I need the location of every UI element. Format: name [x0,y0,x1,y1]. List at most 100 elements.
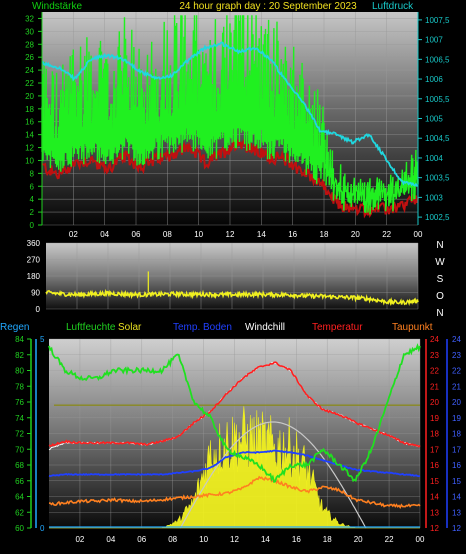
series-line-windrichtung [45,288,419,307]
legend-luftfeuchte: Luftfeuchte [66,322,116,333]
humidity-tick-label: 70 [15,445,24,454]
temperature-tick-label: 24 [430,335,439,344]
legend-temperatur: Temperatur [312,322,363,333]
temperature-tick-label: 22 [430,367,439,376]
soil-temp-tick-label: 23 [452,351,461,360]
x-tick-label: 06 [132,230,141,239]
x-tick-label: 12 [226,230,235,239]
x-tick-label: 00 [416,535,425,544]
direction-tick-label: 360 [27,239,41,248]
x-tick-label: 22 [382,230,391,239]
wind-tick-label: 26 [25,53,34,62]
temperature-tick-label: 23 [430,351,439,360]
legend-taupunkt: Taupunkt [392,322,433,333]
soil-temp-tick-label: 17 [452,445,461,454]
wind-tick-label: 10 [25,156,34,165]
wind-tick-label: 20 [25,92,34,101]
wind-tick-label: 0 [30,221,35,230]
wind-tick-label: 32 [25,14,34,23]
soil-temp-tick-label: 24 [452,335,461,344]
wind-tick-label: 12 [25,144,34,153]
legend-regen: Regen [0,322,29,333]
compass-label: N [436,308,443,319]
pressure-tick-label: 1005,5 [425,95,450,104]
series-line-windstaerke [41,15,419,215]
pressure-tick-label: 1002,5 [425,213,450,222]
wind-tick-label: 4 [30,195,35,204]
series-line-luftdruck [41,41,419,188]
chart-title: 24 hour graph day : 20 September 2023 [179,1,357,12]
temperature-tick-label: 14 [430,493,439,502]
temperature-tick-label: 16 [430,461,439,470]
soil-temp-tick-label: 21 [452,382,461,391]
humidity-tick-label: 64 [15,493,24,502]
temperature-tick-label: 20 [430,398,439,407]
humidity-tick-label: 76 [15,398,24,407]
pressure-tick-label: 1004,5 [425,134,450,143]
wind-tick-label: 6 [30,182,35,191]
soil-temp-tick-label: 18 [452,430,461,439]
pressure-tick-label: 1006,5 [425,55,450,64]
soil-temp-tick-label: 15 [452,477,461,486]
soil-temp-tick-label: 19 [452,414,461,423]
legend-windchill: Windchill [245,322,285,333]
temperature-tick-label: 13 [430,508,439,517]
temperature-tick-label: 18 [430,430,439,439]
x-tick-label: 02 [75,535,84,544]
climate-series [48,343,421,529]
x-tick-label: 12 [230,535,239,544]
wind-axis-title: Windstärke [32,1,82,12]
compass-label: O [436,291,444,302]
x-tick-label: 14 [261,535,270,544]
wind-pressure-series [41,15,419,219]
series-line-taupunkt [48,475,421,510]
temperature-tick-label: 15 [430,477,439,486]
wind-tick-label: 2 [30,208,35,217]
humidity-tick-label: 78 [15,382,24,391]
legend-temp-boden: Temp. Boden [173,322,232,333]
humidity-tick-label: 74 [15,414,24,423]
x-tick-label: 10 [194,230,203,239]
humidity-tick-label: 82 [15,351,24,360]
wind-pressure-axes: 024681012141618202224262830321002,510031… [25,12,450,239]
regen-tick-label: 5 [40,335,45,344]
soil-temp-tick-label: 12 [452,524,461,533]
wind-direction-series [45,271,419,307]
pressure-tick-label: 1004 [425,154,443,163]
climate-grid [49,338,421,529]
pressure-tick-label: 1003 [425,193,443,202]
x-tick-label: 16 [288,230,297,239]
x-tick-label: 08 [168,535,177,544]
wind-tick-label: 22 [25,79,34,88]
x-tick-label: 14 [257,230,266,239]
soil-temp-tick-label: 22 [452,367,461,376]
x-tick-label: 06 [137,535,146,544]
x-tick-label: 18 [320,230,329,239]
compass-label: S [437,274,444,285]
direction-tick-label: 270 [27,256,41,265]
humidity-tick-label: 84 [15,335,24,344]
humidity-tick-label: 60 [15,524,24,533]
series-line-luftfeuchte [48,343,421,483]
x-tick-label: 08 [163,230,172,239]
wind-tick-label: 28 [25,40,34,49]
legend-solar: Solar [118,322,142,333]
pressure-tick-label: 1006 [425,75,443,84]
temperature-tick-label: 17 [430,445,439,454]
humidity-tick-label: 66 [15,477,24,486]
soil-temp-tick-label: 20 [452,398,461,407]
series-line-wind-base [41,138,419,219]
x-tick-label: 20 [354,535,363,544]
pressure-tick-label: 1003,5 [425,174,450,183]
pressure-tick-label: 1005 [425,115,443,124]
x-tick-label: 02 [69,230,78,239]
pressure-axis-title: Luftdruck [372,1,414,12]
series-line-solar-max [179,421,367,529]
wind-tick-label: 18 [25,105,34,114]
x-tick-label: 04 [106,535,115,544]
temperature-tick-label: 21 [430,382,439,391]
soil-temp-tick-label: 14 [452,493,461,502]
humidity-tick-label: 68 [15,461,24,470]
wind-tick-label: 16 [25,118,34,127]
